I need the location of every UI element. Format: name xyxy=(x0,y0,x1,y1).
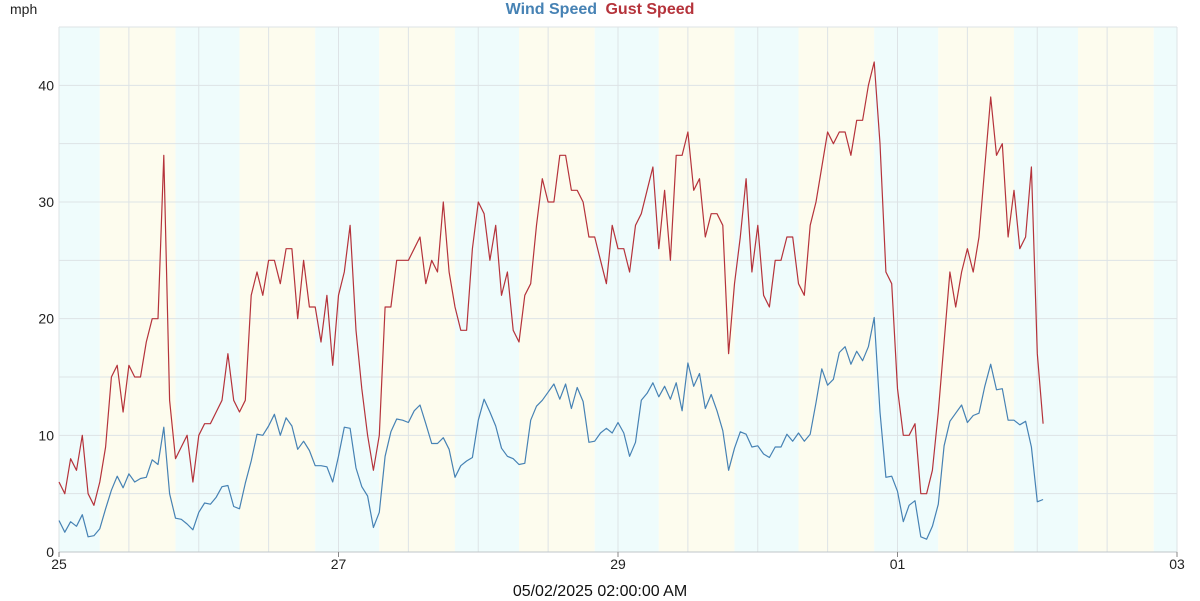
gust-speed-line xyxy=(58,61,1044,506)
wind-speed-line xyxy=(58,316,1044,540)
x-tick-label: 03 xyxy=(1169,556,1185,572)
y-tick-label: 0 xyxy=(46,544,54,560)
daylight-band xyxy=(658,27,735,552)
daylight-band xyxy=(519,27,595,552)
daylight-band xyxy=(478,27,520,552)
daylight-band xyxy=(1078,27,1154,552)
daylight-band xyxy=(175,27,199,552)
daylight-band xyxy=(99,27,176,552)
x-tick-label: 29 xyxy=(610,556,626,572)
daylight-band xyxy=(734,27,758,552)
y-axis-label: mph xyxy=(10,1,38,17)
y-tick-label: 10 xyxy=(38,427,54,443)
y-tick-label: 20 xyxy=(38,311,54,327)
daylight-band xyxy=(938,27,1014,552)
daylight-band xyxy=(798,27,875,552)
x-tick-label: 25 xyxy=(51,556,67,572)
daylight-band xyxy=(1153,27,1177,552)
daylight-band xyxy=(198,27,240,552)
legend-wind-speed[interactable]: Wind Speed xyxy=(505,1,598,18)
x-tick-label: 27 xyxy=(331,556,347,572)
legend-gust-speed[interactable]: Gust Speed xyxy=(605,1,695,18)
y-tick-label: 30 xyxy=(38,194,54,210)
x-tick-label: 01 xyxy=(890,556,906,572)
daylight-band xyxy=(315,27,339,552)
daylight-band xyxy=(757,27,799,552)
daylight-band xyxy=(1013,27,1038,552)
daylight-band xyxy=(379,27,455,552)
daylight-band xyxy=(874,27,898,552)
daylight-band xyxy=(594,27,618,552)
legend: Wind Speed Gust Speed xyxy=(0,1,1200,19)
y-tick-label: 40 xyxy=(38,77,54,93)
daylight-band xyxy=(618,27,659,552)
daylight-band xyxy=(338,27,380,552)
daylight-band xyxy=(239,27,316,552)
daylight-band xyxy=(1037,27,1079,552)
selected-timestamp: 05/02/2025 02:00:00 AM xyxy=(512,583,688,600)
daylight-band xyxy=(59,27,100,552)
daylight-band xyxy=(454,27,479,552)
